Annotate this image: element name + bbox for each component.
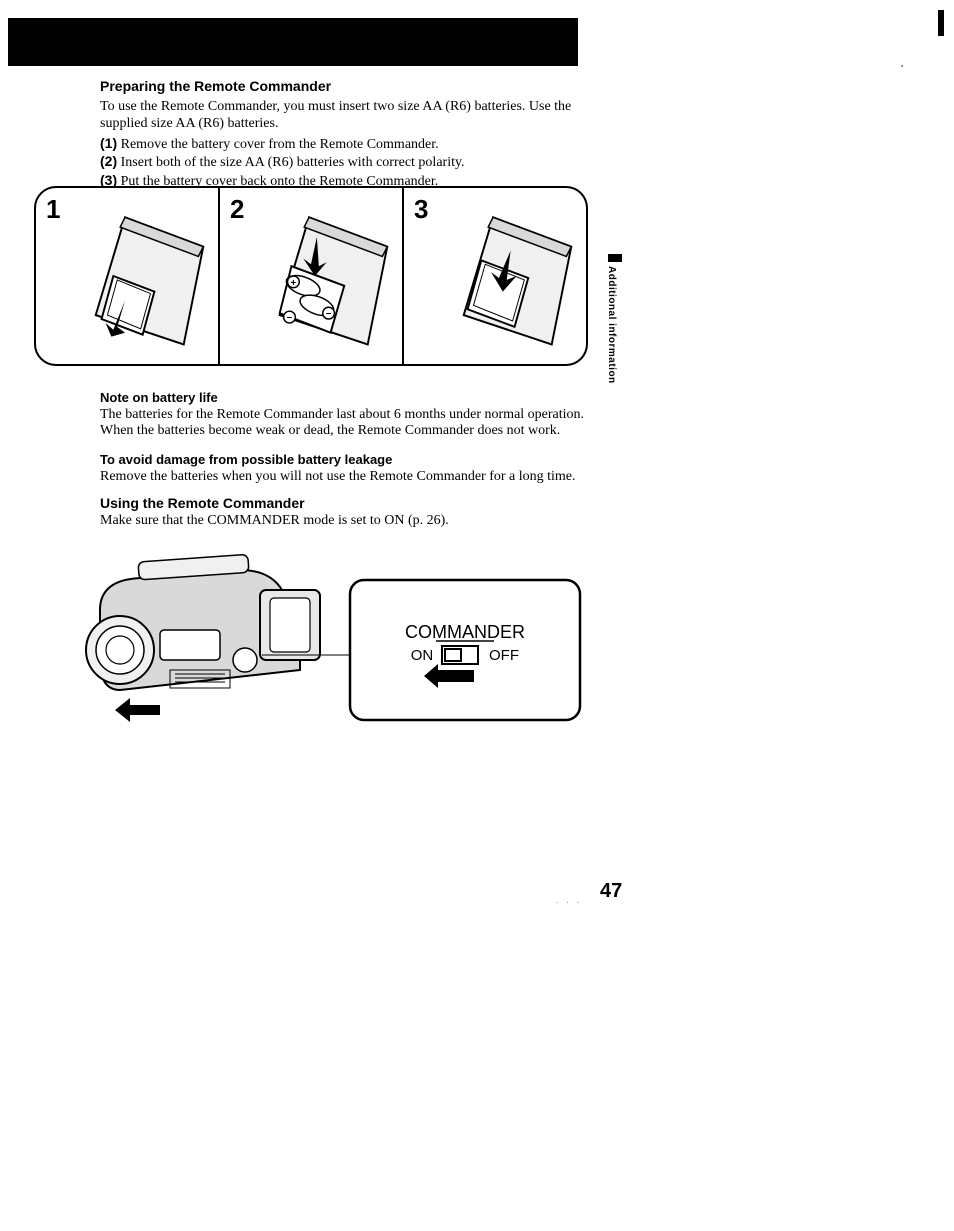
svg-text:–: – — [287, 312, 293, 323]
prepare-steps: (1) Remove the battery cover from the Re… — [100, 135, 600, 191]
commander-title: COMMANDER — [405, 622, 525, 642]
avoid-heading: To avoid damage from possible battery le… — [100, 452, 610, 467]
step-1: (1) Remove the battery cover from the Re… — [100, 135, 600, 154]
page-edge-mark — [938, 10, 944, 36]
step-2: (2) Insert both of the size AA (R6) batt… — [100, 153, 600, 172]
diagram-panel-1: 1 — [34, 186, 220, 366]
using-heading: Using the Remote Commander — [100, 495, 600, 511]
note-life-text: The batteries for the Remote Commander l… — [100, 407, 600, 439]
step-2-text: Insert both of the size AA (R6) batterie… — [117, 155, 464, 170]
side-tab-label: Additional information — [606, 266, 617, 384]
note-life-heading: Note on battery life — [100, 390, 600, 405]
commander-inset: COMMANDER ON OFF — [350, 580, 580, 720]
panel-1-svg — [36, 188, 218, 364]
panel-3-svg — [404, 188, 586, 364]
page-number: 47 — [600, 880, 622, 903]
avoid-text: Remove the batteries when you will not u… — [100, 469, 610, 485]
note-battery-life: Note on battery life The batteries for t… — [100, 390, 600, 441]
svg-text:–: – — [326, 308, 332, 319]
prepare-section: Preparing the Remote Commander To use th… — [100, 78, 600, 190]
header-black-banner — [8, 18, 578, 66]
diagram-panel-2: 2 + – – — [220, 186, 404, 366]
scan-dust: . . . — [556, 895, 582, 905]
step-1-text: Remove the battery cover from the Remote… — [117, 137, 439, 152]
side-tab: Additional information — [606, 254, 624, 394]
diagram-panel-3: 3 — [404, 186, 588, 366]
prepare-heading: Preparing the Remote Commander — [100, 78, 600, 96]
using-text: Make sure that the COMMANDER mode is set… — [100, 513, 600, 529]
battery-diagram-row: 1 2 + – – — [34, 186, 588, 366]
camera-commander-svg: COMMANDER ON OFF — [60, 540, 590, 730]
commander-off: OFF — [489, 647, 519, 664]
prepare-intro: To use the Remote Commander, you must in… — [100, 98, 600, 133]
using-section: Using the Remote Commander Make sure tha… — [100, 495, 600, 531]
camcorder-icon — [86, 554, 350, 722]
panel-2-svg: + – – — [220, 188, 402, 364]
step-2-num: (2) — [100, 153, 117, 169]
camera-commander-figure: COMMANDER ON OFF — [60, 540, 590, 730]
scan-artifact: ٠ — [898, 58, 906, 75]
svg-text:+: + — [291, 278, 297, 289]
side-tab-bar — [608, 254, 622, 262]
avoid-leakage: To avoid damage from possible battery le… — [100, 452, 610, 487]
step-1-num: (1) — [100, 135, 117, 151]
commander-on: ON — [411, 647, 434, 664]
